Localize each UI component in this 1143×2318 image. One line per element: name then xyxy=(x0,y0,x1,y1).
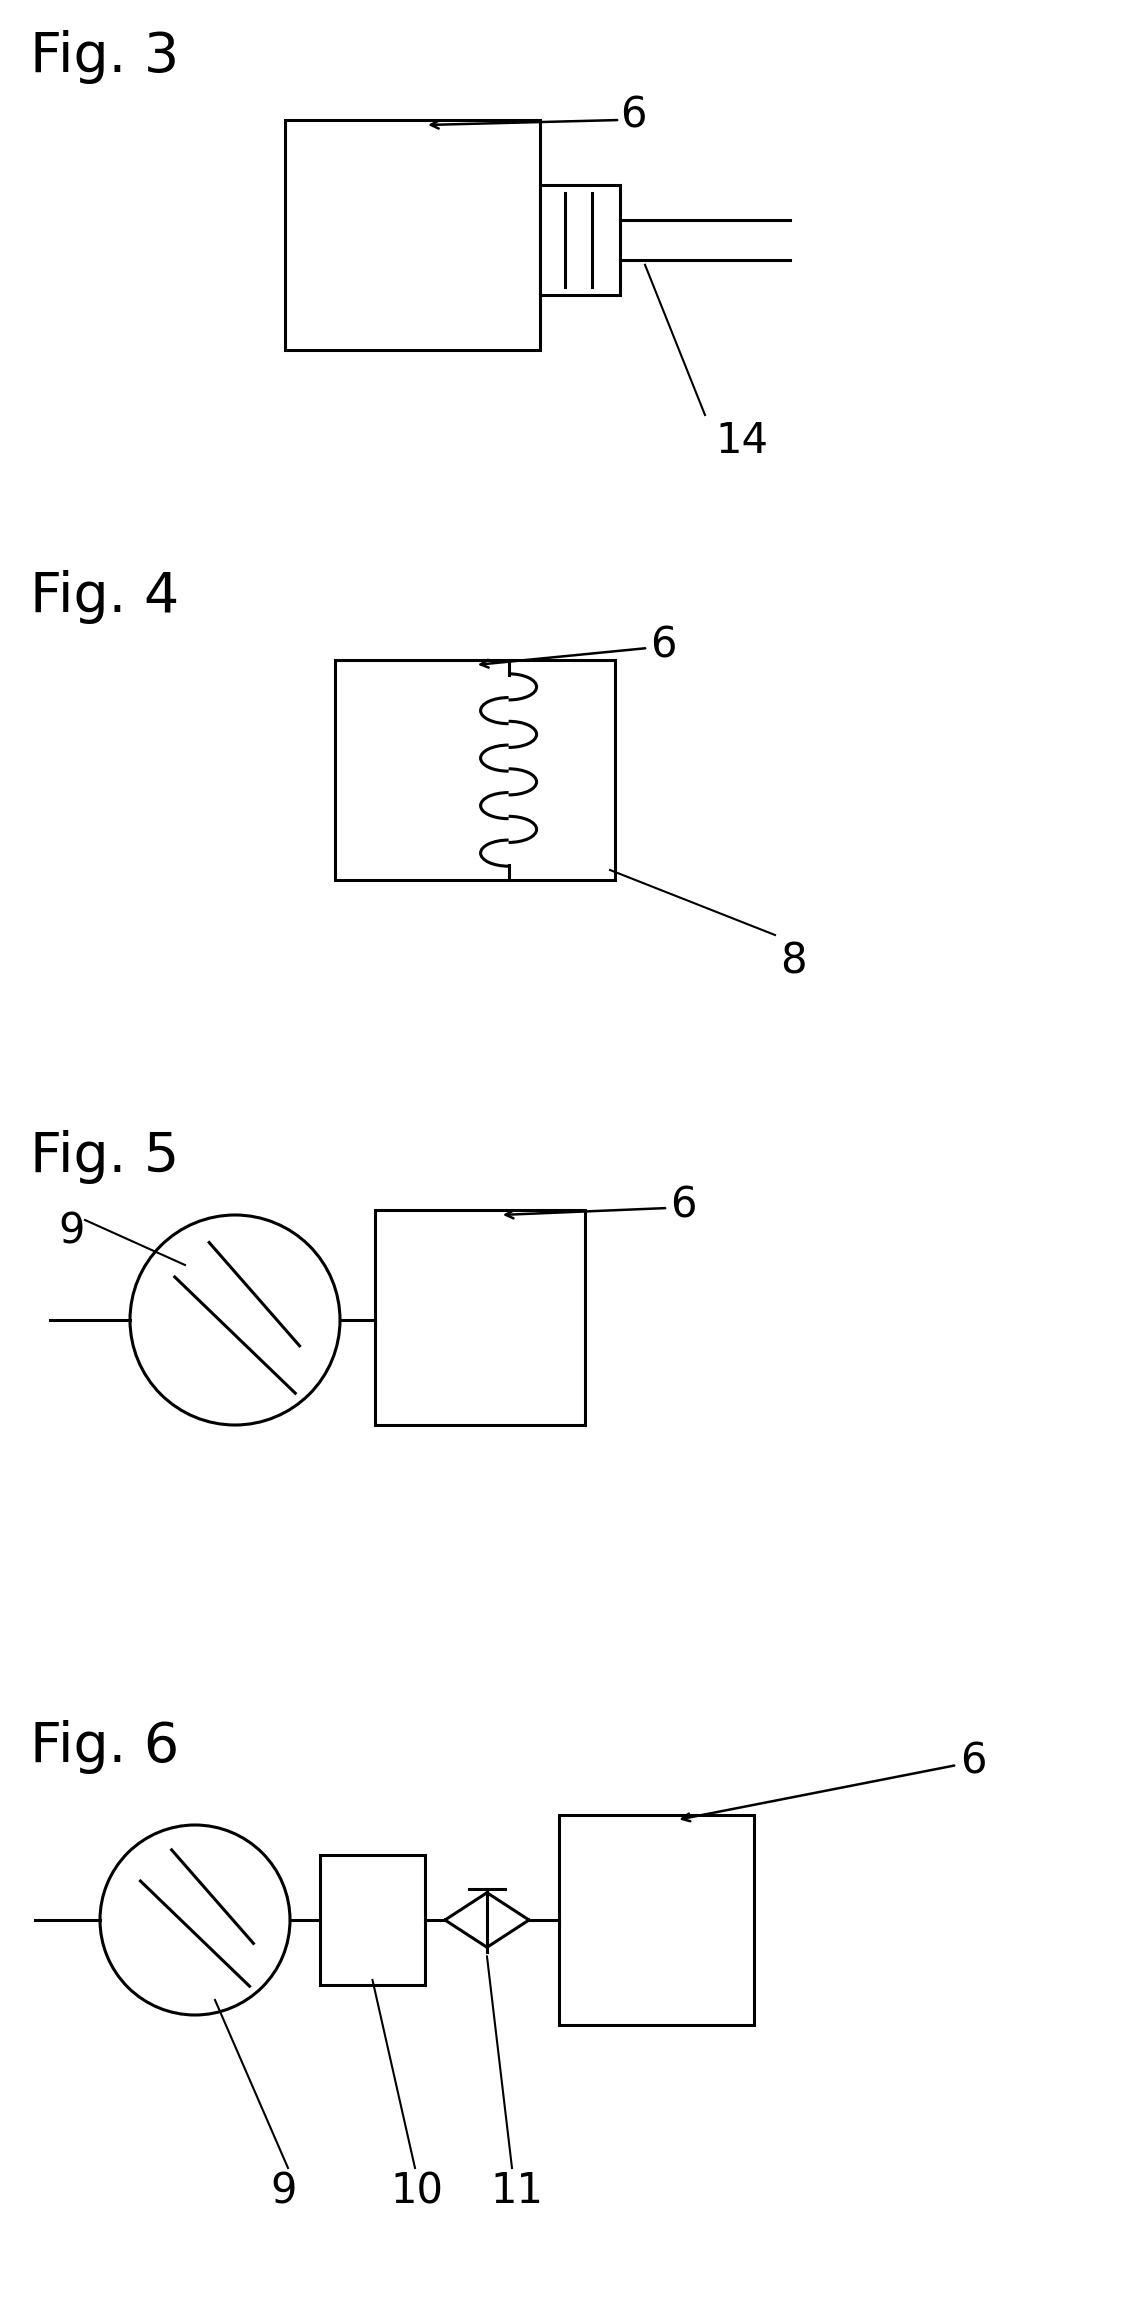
Text: 11: 11 xyxy=(490,2170,543,2211)
Text: 14: 14 xyxy=(716,420,768,461)
Text: 8: 8 xyxy=(780,941,807,983)
Text: 6: 6 xyxy=(670,1184,696,1226)
Bar xyxy=(559,1815,754,2026)
Text: 6: 6 xyxy=(650,626,677,668)
Text: 9: 9 xyxy=(58,1210,85,1252)
Text: 10: 10 xyxy=(390,2170,443,2211)
Bar xyxy=(539,185,620,294)
Bar xyxy=(285,121,539,350)
Text: 6: 6 xyxy=(620,95,647,137)
Text: Fig. 3: Fig. 3 xyxy=(30,30,179,83)
Bar xyxy=(375,1210,585,1426)
Bar xyxy=(320,1854,425,1984)
Text: 9: 9 xyxy=(270,2170,296,2211)
Text: Fig. 4: Fig. 4 xyxy=(30,570,179,624)
Bar xyxy=(335,661,615,881)
Text: Fig. 6: Fig. 6 xyxy=(30,1720,179,1773)
Text: Fig. 5: Fig. 5 xyxy=(30,1129,179,1184)
Text: 6: 6 xyxy=(960,1741,986,1783)
